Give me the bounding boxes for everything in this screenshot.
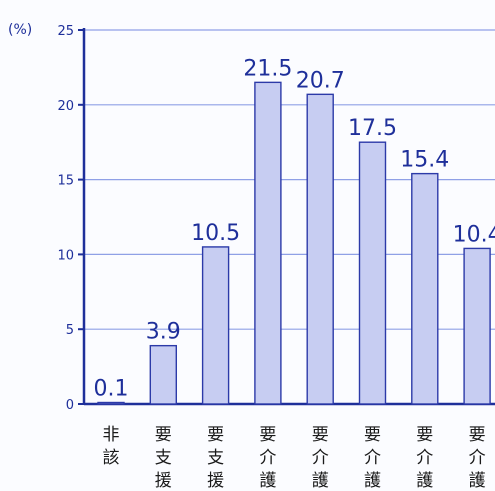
bar: [411, 172, 439, 405]
x-category-char: 介: [312, 448, 329, 468]
bar-value-label: 17.5: [348, 116, 397, 141]
x-category-char: 要: [364, 425, 381, 445]
bar: [463, 247, 491, 405]
x-category-char: 護: [416, 471, 433, 491]
x-category-char: 該: [103, 448, 120, 468]
y-unit-label: (%): [8, 22, 33, 38]
y-tick-label: 10: [57, 248, 74, 263]
y-tick-label: 25: [57, 24, 74, 39]
x-category-char: 援: [207, 471, 224, 491]
bar-value-label: 0.1: [94, 377, 129, 402]
bar-value-label: 20.7: [296, 68, 345, 93]
bar: [358, 141, 387, 405]
x-category-char: 支: [207, 448, 224, 468]
bar-value-label: 15.4: [400, 148, 449, 173]
bar-value-label: 10.4: [453, 222, 495, 247]
x-category-char: 護: [364, 471, 381, 491]
x-category-char: 援: [155, 471, 172, 491]
y-tick-label: 0: [66, 398, 74, 413]
x-category-char: 介: [469, 448, 486, 468]
bar-value-label: 21.5: [243, 56, 292, 81]
x-category-char: 介: [364, 448, 381, 468]
x-category-char: 護: [259, 471, 276, 491]
y-tick-label: 15: [57, 174, 74, 189]
x-category-char: 要: [312, 425, 329, 445]
bar: [306, 93, 334, 405]
bar-value-label: 3.9: [146, 320, 181, 345]
bar: [254, 81, 282, 405]
y-tick-label: 5: [66, 323, 74, 338]
x-category-char: 介: [259, 448, 276, 468]
x-category-char: 非: [103, 425, 120, 445]
x-category-char: 護: [469, 471, 486, 491]
x-category-char: 護: [312, 471, 329, 491]
bar-value-label: 10.5: [191, 221, 240, 246]
x-category-char: 要: [416, 425, 433, 445]
x-category-char: 要: [259, 425, 276, 445]
bar: [201, 246, 230, 405]
y-tick-label: 20: [57, 99, 74, 114]
x-category-char: 要: [469, 425, 486, 445]
x-category-char: 要: [155, 425, 172, 445]
bar: [97, 401, 125, 405]
x-category-char: 支: [155, 448, 172, 468]
x-category-char: 要: [207, 425, 224, 445]
x-category-char: 介: [416, 448, 433, 468]
bar: [149, 344, 178, 405]
